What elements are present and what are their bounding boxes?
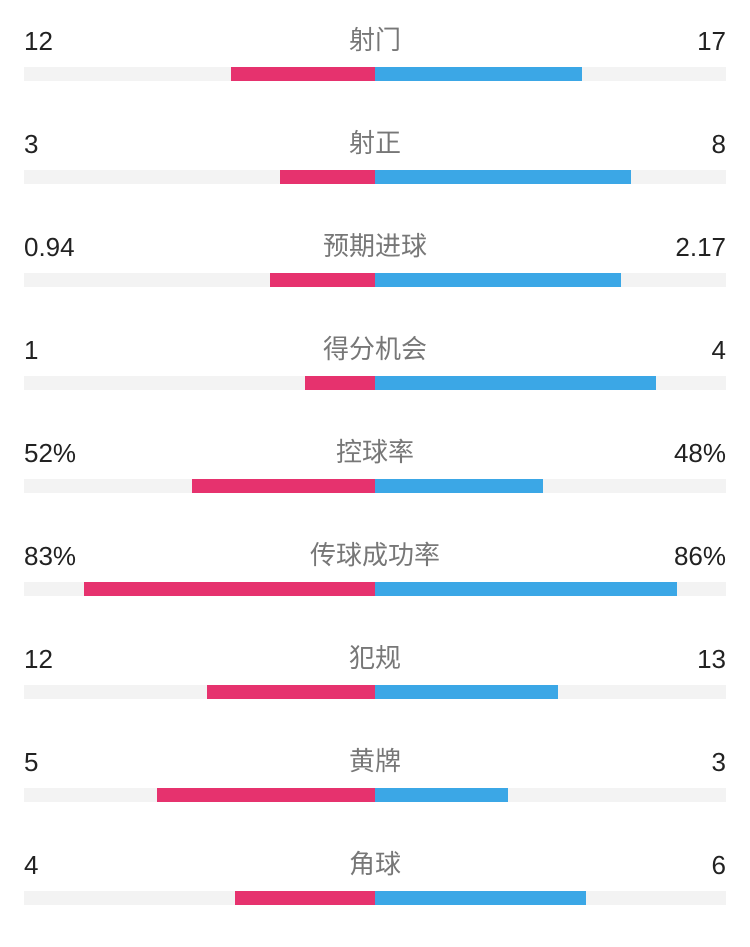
stat-bar-track [24, 67, 726, 81]
stat-bar-track [24, 788, 726, 802]
stat-bar-left-half [24, 273, 375, 287]
stat-bar-left-fill [305, 376, 375, 390]
stat-bar-right-fill [375, 273, 621, 287]
stat-label: 射门 [84, 20, 666, 57]
stat-bar-track [24, 891, 726, 905]
stat-row: 83%传球成功率86% [24, 535, 726, 596]
stat-bar-track [24, 376, 726, 390]
stat-value-left: 83% [24, 541, 84, 572]
stat-bar-right-fill [375, 891, 586, 905]
stat-row: 52%控球率48% [24, 432, 726, 493]
stat-bar-left-fill [235, 891, 375, 905]
stat-value-right: 2.17 [666, 232, 726, 263]
stat-labels: 1得分机会4 [24, 329, 726, 366]
stat-bar-left-fill [207, 685, 375, 699]
stat-labels: 4角球6 [24, 844, 726, 881]
stat-bar-right-half [375, 170, 726, 184]
stat-bar-track [24, 582, 726, 596]
stat-row: 3射正8 [24, 123, 726, 184]
stat-value-right: 17 [666, 26, 726, 57]
stat-value-left: 4 [24, 850, 84, 881]
match-stats-panel: 12射门173射正80.94预期进球2.171得分机会452%控球率48%83%… [24, 20, 726, 905]
stat-bar-right-fill [375, 685, 558, 699]
stat-bar-right-half [375, 685, 726, 699]
stat-value-right: 4 [666, 335, 726, 366]
stat-row: 1得分机会4 [24, 329, 726, 390]
stat-bar-right-half [375, 376, 726, 390]
stat-label: 得分机会 [84, 329, 666, 366]
stat-label: 传球成功率 [84, 535, 666, 572]
stat-value-left: 5 [24, 747, 84, 778]
stat-bar-left-half [24, 67, 375, 81]
stat-bar-right-fill [375, 788, 508, 802]
stat-bar-right-half [375, 479, 726, 493]
stat-row: 12射门17 [24, 20, 726, 81]
stat-bar-left-fill [231, 67, 375, 81]
stat-bar-left-half [24, 891, 375, 905]
stat-value-left: 12 [24, 644, 84, 675]
stat-label: 犯规 [84, 638, 666, 675]
stat-bar-right-half [375, 273, 726, 287]
stat-bar-right-fill [375, 67, 582, 81]
stat-labels: 83%传球成功率86% [24, 535, 726, 572]
stat-label: 黄牌 [84, 741, 666, 778]
stat-bar-left-fill [192, 479, 375, 493]
stat-label: 射正 [84, 123, 666, 160]
stat-bar-right-fill [375, 170, 631, 184]
stat-label: 角球 [84, 844, 666, 881]
stat-row: 4角球6 [24, 844, 726, 905]
stat-bar-right-half [375, 891, 726, 905]
stat-bar-left-half [24, 582, 375, 596]
stat-bar-left-fill [157, 788, 375, 802]
stat-bar-right-half [375, 788, 726, 802]
stat-bar-left-half [24, 376, 375, 390]
stat-labels: 52%控球率48% [24, 432, 726, 469]
stat-row: 0.94预期进球2.17 [24, 226, 726, 287]
stat-value-left: 3 [24, 129, 84, 160]
stat-value-left: 1 [24, 335, 84, 366]
stat-value-right: 48% [666, 438, 726, 469]
stat-bar-left-fill [84, 582, 375, 596]
stat-bar-track [24, 479, 726, 493]
stat-bar-left-half [24, 685, 375, 699]
stat-value-right: 6 [666, 850, 726, 881]
stat-bar-track [24, 170, 726, 184]
stat-value-right: 86% [666, 541, 726, 572]
stat-labels: 5黄牌3 [24, 741, 726, 778]
stat-bar-left-fill [270, 273, 375, 287]
stat-bar-left-half [24, 479, 375, 493]
stat-labels: 12射门17 [24, 20, 726, 57]
stat-bar-left-half [24, 170, 375, 184]
stat-value-left: 12 [24, 26, 84, 57]
stat-value-left: 0.94 [24, 232, 84, 263]
stat-bar-right-fill [375, 376, 656, 390]
stat-value-left: 52% [24, 438, 84, 469]
stat-bar-right-half [375, 582, 726, 596]
stat-value-right: 13 [666, 644, 726, 675]
stat-bar-left-half [24, 788, 375, 802]
stat-labels: 0.94预期进球2.17 [24, 226, 726, 263]
stat-labels: 12犯规13 [24, 638, 726, 675]
stat-value-right: 8 [666, 129, 726, 160]
stat-label: 控球率 [84, 432, 666, 469]
stat-bar-track [24, 273, 726, 287]
stat-bar-right-fill [375, 479, 543, 493]
stat-bar-right-fill [375, 582, 677, 596]
stat-row: 12犯规13 [24, 638, 726, 699]
stat-row: 5黄牌3 [24, 741, 726, 802]
stat-value-right: 3 [666, 747, 726, 778]
stat-bar-left-fill [280, 170, 375, 184]
stat-bar-right-half [375, 67, 726, 81]
stat-label: 预期进球 [84, 226, 666, 263]
stat-bar-track [24, 685, 726, 699]
stat-labels: 3射正8 [24, 123, 726, 160]
